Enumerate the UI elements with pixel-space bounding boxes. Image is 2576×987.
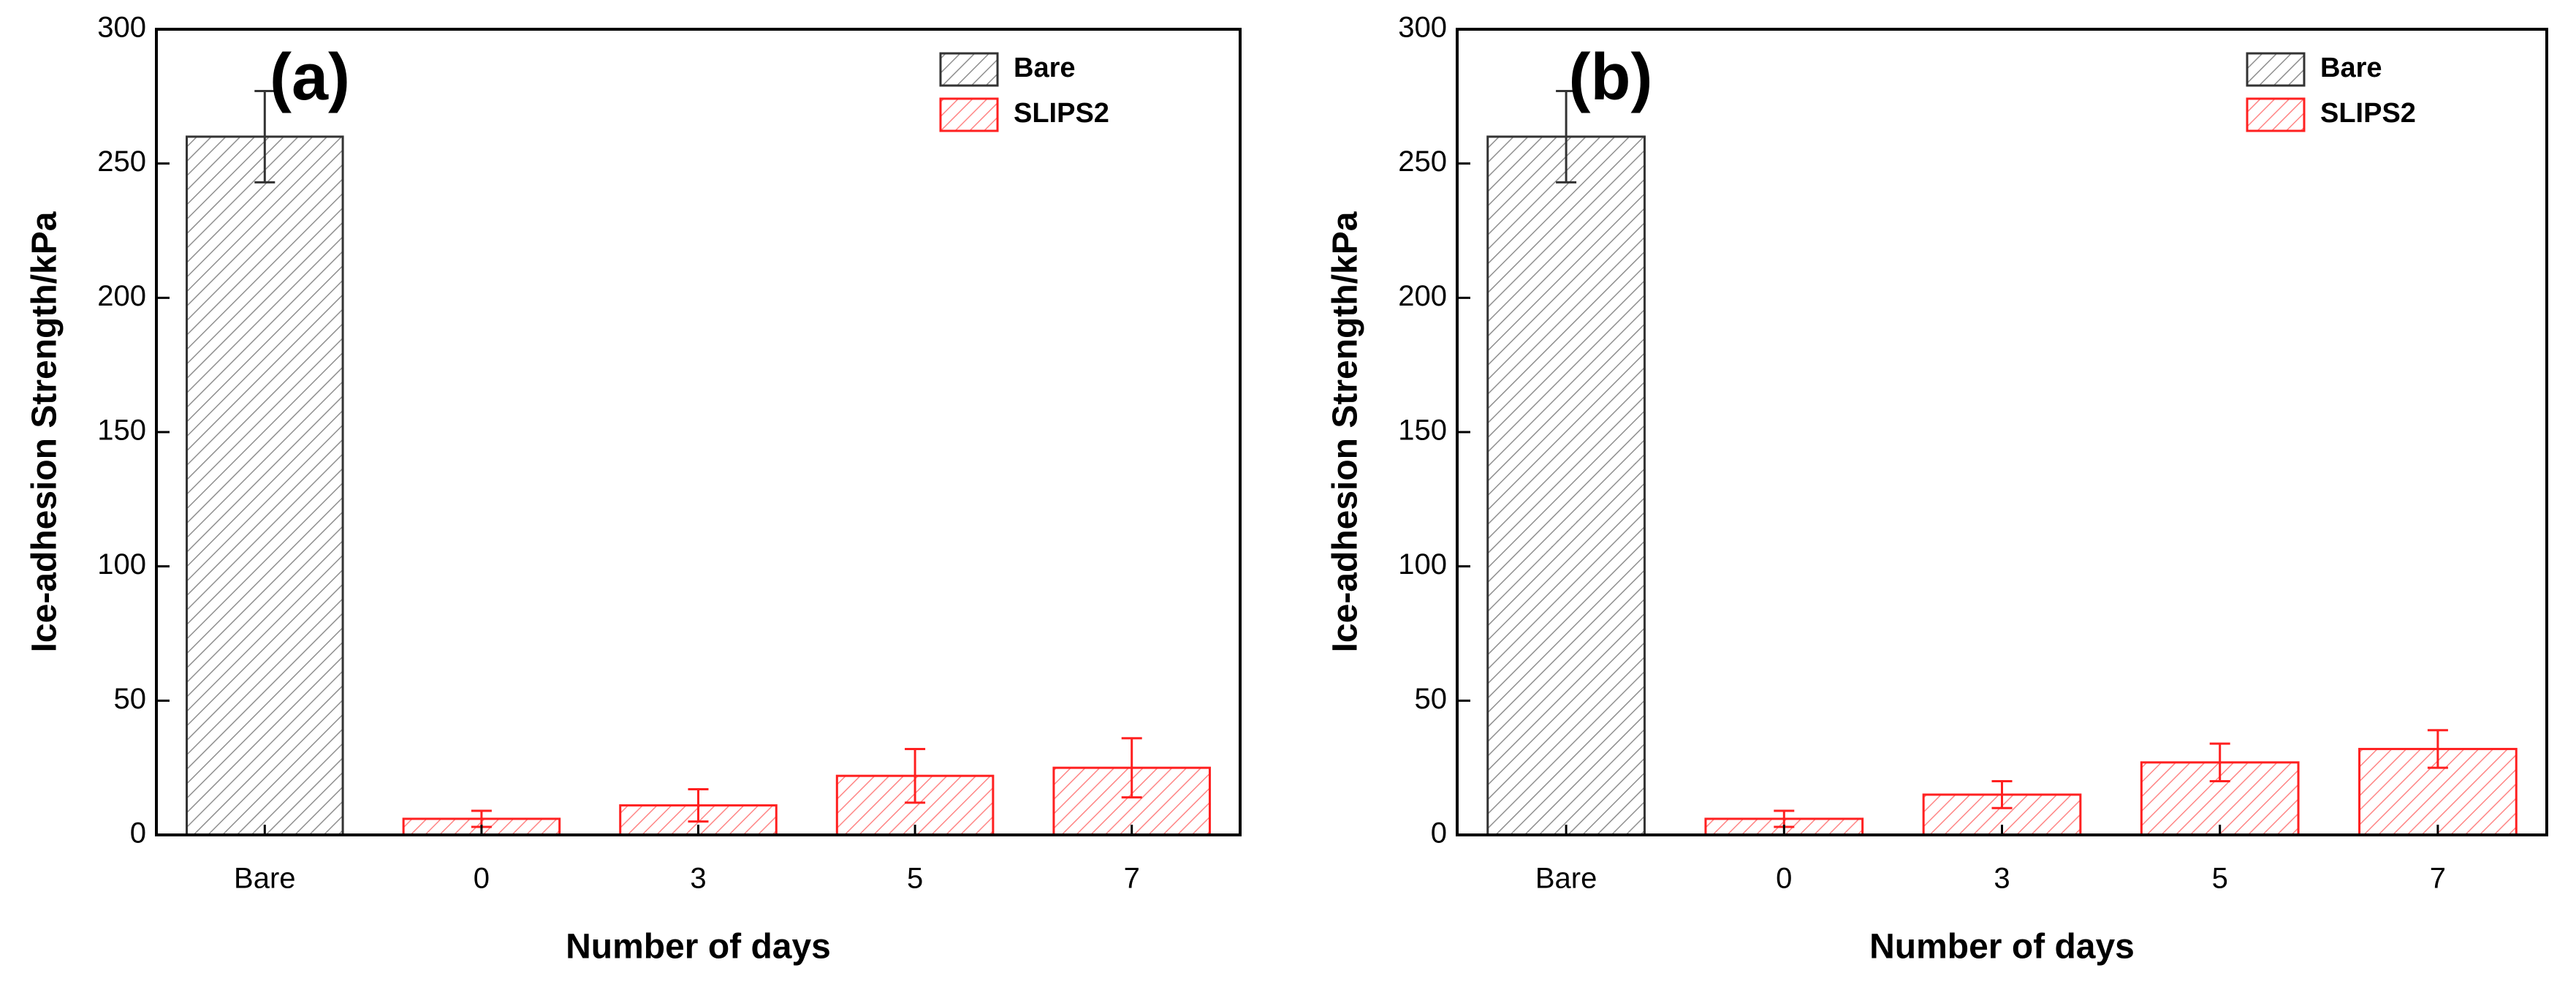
y-axis-title: Ice-adhesion Strength/kPa <box>26 211 64 652</box>
bar <box>186 135 344 836</box>
x-tick-label: 5 <box>2212 863 2228 895</box>
panel-label: (b) <box>1569 41 1653 114</box>
x-tick-label: 7 <box>1124 863 1140 895</box>
y-tick-label: 200 <box>97 280 146 312</box>
x-tick-label: 7 <box>2430 863 2446 895</box>
error-bar <box>905 747 926 804</box>
legend-swatch <box>939 52 999 87</box>
legend-label: SLIPS2 <box>2320 98 2416 129</box>
error-bar <box>1556 89 1577 184</box>
x-tick-label: 3 <box>690 863 706 895</box>
y-tick-label: 100 <box>1398 548 1447 581</box>
x-tick-label: Bare <box>234 863 296 895</box>
y-tick-label: 0 <box>1431 817 1447 850</box>
error-bar <box>688 788 709 823</box>
y-axis-title: Ice-adhesion Strength/kPa <box>1326 211 1365 652</box>
y-tick-label: 250 <box>97 145 146 178</box>
y-tick-label: 100 <box>97 548 146 581</box>
legend-swatch <box>2246 52 2306 87</box>
error-bar <box>2427 729 2448 769</box>
legend-swatch <box>939 97 999 132</box>
x-tick-label: 0 <box>474 863 490 895</box>
panel-label: (a) <box>270 41 350 114</box>
error-bar <box>2209 742 2230 783</box>
y-tick-label: 50 <box>114 683 147 715</box>
legend-label: Bare <box>2320 53 2382 83</box>
y-tick-label: 300 <box>97 12 146 44</box>
bar <box>1486 135 1646 836</box>
x-tick-label: 0 <box>1776 863 1792 895</box>
x-tick-label: 5 <box>907 863 923 895</box>
y-tick-label: 150 <box>97 415 146 447</box>
y-tick-label: 200 <box>1398 280 1447 312</box>
error-bar <box>1991 780 2013 809</box>
y-tick-label: 300 <box>1398 12 1447 44</box>
error-bar <box>1121 737 1142 799</box>
legend-label: Bare <box>1014 53 1076 83</box>
y-tick-label: 250 <box>1398 145 1447 178</box>
x-axis-title: Number of days <box>1869 928 2135 967</box>
plot-frame <box>155 28 1242 836</box>
y-tick-label: 150 <box>1398 415 1447 447</box>
x-tick-label: 3 <box>1994 863 2010 895</box>
legend-swatch <box>2246 97 2306 132</box>
x-axis-title: Number of days <box>566 928 831 967</box>
error-bar <box>254 89 276 184</box>
legend-label: SLIPS2 <box>1014 98 1109 129</box>
x-tick-label: Bare <box>1535 863 1597 895</box>
y-tick-label: 50 <box>1415 683 1448 715</box>
y-tick-label: 0 <box>130 817 146 850</box>
plot-frame <box>1456 28 2548 836</box>
